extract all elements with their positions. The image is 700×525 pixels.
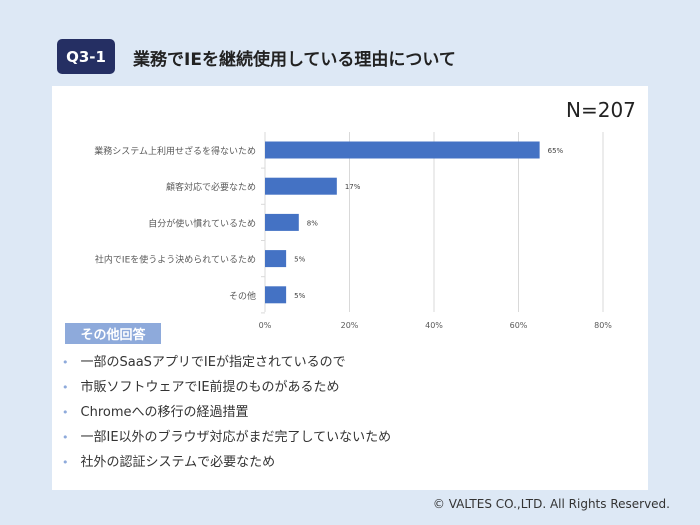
- bar: [265, 250, 287, 268]
- other-answers-list: 一部のSaaSアプリでIEが指定されているので 市販ソフトウェアでIE前提のもの…: [62, 352, 392, 477]
- category-label: 社内でIEを使うよう決められているため: [95, 254, 256, 266]
- bar: [265, 141, 540, 159]
- category-label: 業務システム上利用せざるを得ないため: [94, 145, 256, 157]
- list-item: Chromeへの移行の経過措置: [62, 402, 391, 427]
- x-tick-label: 0%: [259, 321, 272, 330]
- sample-size: N=207: [566, 98, 636, 122]
- data-label: 65%: [548, 147, 564, 155]
- x-tick-label: 80%: [594, 321, 612, 330]
- copyright: © VALTES CO.,LTD. All Rights Reserved.: [432, 497, 670, 511]
- list-item: 一部IE以外のブラウザ対応がまだ完了していないため: [62, 427, 392, 452]
- x-tick-label: 60%: [510, 321, 528, 330]
- data-label: 5%: [294, 256, 305, 264]
- question-badge: Q3-1: [57, 39, 115, 74]
- category-label: 顧客対応で必要なため: [166, 181, 256, 193]
- bar: [265, 286, 287, 304]
- list-item: 市販ソフトウェアでIE前提のものがあるため: [62, 377, 391, 402]
- bar: [265, 213, 299, 231]
- x-tick-label: 40%: [425, 321, 443, 330]
- list-item: 社外の認証システムで必要なため: [62, 452, 391, 477]
- category-label: 自分が使い慣れているため: [148, 217, 256, 229]
- x-tick-label: 20%: [341, 321, 359, 330]
- data-label: 5%: [294, 292, 305, 300]
- category-label: その他: [229, 290, 256, 302]
- other-answers-label: その他回答: [65, 323, 161, 344]
- page-title: 業務でIEを継続使用している理由について: [133, 50, 456, 70]
- data-label: 17%: [345, 183, 361, 191]
- list-item: 一部のSaaSアプリでIEが指定されているので: [62, 352, 391, 377]
- bar: [265, 177, 337, 195]
- data-label: 8%: [307, 219, 318, 227]
